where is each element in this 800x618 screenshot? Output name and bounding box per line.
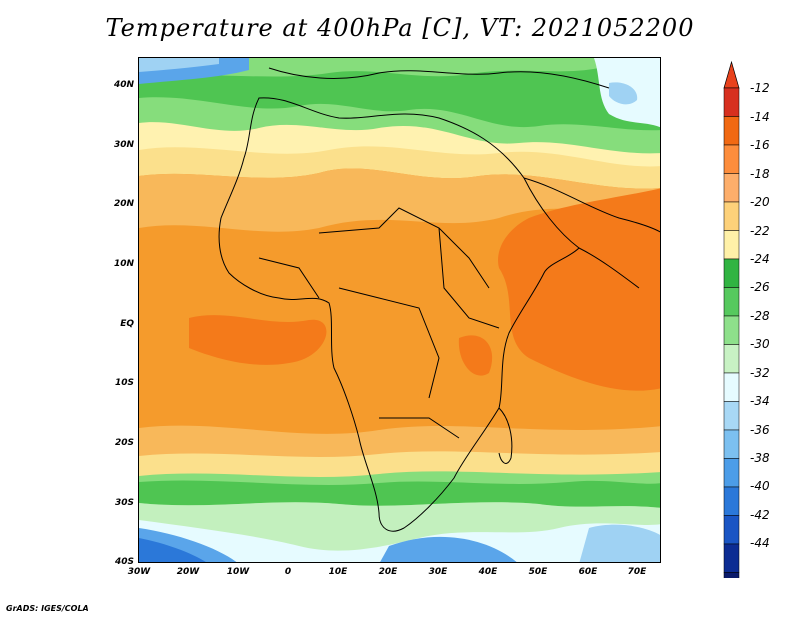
africa-coast	[218, 97, 580, 532]
lon-label: 20E	[378, 567, 398, 577]
colorbar-label: -32	[750, 366, 770, 380]
lat-label: 40S	[114, 557, 134, 567]
colorbar-swatch	[723, 315, 740, 345]
colorbar-label: -28	[750, 309, 770, 323]
field-dark-blue-southwest	[139, 538, 206, 562]
colorbar-label: -30	[750, 337, 770, 351]
lon-label: 0	[284, 567, 292, 577]
colorbar-label: -42	[750, 508, 770, 522]
colorbar-label: -18	[750, 167, 770, 181]
lat-label: EQ	[120, 319, 134, 329]
colorbar-swatch	[723, 429, 740, 459]
contour-field	[139, 58, 660, 562]
colorbar-swatch	[723, 230, 740, 260]
border-5	[258, 257, 320, 299]
colorbar-swatch	[723, 287, 740, 317]
coastlines	[218, 67, 660, 532]
arabia-coast	[523, 177, 660, 233]
border-4	[379, 417, 460, 439]
colorbar-label: -24	[750, 252, 770, 266]
border-2	[338, 287, 440, 399]
colorbar-label: -34	[750, 394, 770, 408]
europe-coast	[268, 67, 610, 89]
madagascar	[498, 407, 513, 464]
colorbar-swatch	[723, 258, 740, 288]
colorbar-label: -26	[750, 280, 770, 294]
colorbar-label: -12	[750, 81, 770, 95]
lat-label: 30N	[113, 140, 134, 150]
gulf-coast	[578, 247, 640, 289]
field-green-south	[139, 480, 660, 508]
colorbar-label: -20	[750, 195, 770, 209]
border-3	[438, 227, 500, 329]
lon-label: 60E	[578, 567, 598, 577]
field-light-blue-southeast	[579, 524, 660, 562]
field-warm-west	[189, 315, 327, 365]
colorbar-swatch	[723, 372, 740, 402]
colorbar-swatch	[723, 87, 740, 117]
colorbar-swatch	[723, 144, 740, 174]
colorbar-label: -44	[750, 536, 770, 550]
colorbar-swatch	[723, 543, 740, 573]
lat-label: 20N	[113, 199, 134, 209]
border-1	[318, 207, 490, 289]
colorbar	[723, 60, 740, 578]
lon-label: 10E	[328, 567, 348, 577]
lon-label: 30E	[428, 567, 448, 577]
colorbar-label: -40	[750, 479, 770, 493]
lat-label: 30S	[114, 498, 134, 508]
lon-label: 30W	[127, 567, 151, 577]
lon-label: 70E	[627, 567, 647, 577]
lat-label: 10S	[114, 378, 134, 388]
field-blue-south	[380, 536, 517, 562]
colorbar-swatch	[723, 515, 740, 545]
temperature-map	[138, 57, 661, 563]
field-warm-east	[498, 188, 660, 391]
field-cyan-south	[139, 520, 660, 562]
lon-label: 50E	[528, 567, 548, 577]
colorbar-label: -22	[750, 224, 770, 238]
lon-label: 10W	[226, 567, 250, 577]
lon-label: 20W	[176, 567, 200, 577]
colorbar-label: -16	[750, 138, 770, 152]
field-light-blue-northwest	[139, 58, 219, 72]
lat-label: 40N	[113, 80, 134, 90]
colorbar-label: -14	[750, 110, 770, 124]
colorbar-label: -38	[750, 451, 770, 465]
field-light-orange-north	[139, 168, 660, 232]
colorbar-swatches	[723, 60, 740, 578]
credit-text: GrADS: IGES/COLA	[6, 604, 89, 613]
colorbar-swatch	[723, 458, 740, 488]
colorbar-swatch	[723, 173, 740, 203]
colorbar-label: -36	[750, 423, 770, 437]
map-title: Temperature at 400hPa [C], VT: 202105220…	[105, 14, 695, 42]
colorbar-swatch	[723, 401, 740, 431]
colorbar-swatch	[723, 116, 740, 146]
colorbar-top-arrow	[723, 60, 740, 89]
lon-label: 40E	[478, 567, 498, 577]
colorbar-swatch	[723, 572, 740, 578]
field-light-blue-northeast	[609, 82, 638, 105]
lat-label: 10N	[113, 259, 134, 269]
field-light-green-top	[139, 58, 599, 78]
colorbar-swatch	[723, 201, 740, 231]
field-warm-central	[458, 335, 493, 376]
colorbar-swatch	[723, 486, 740, 516]
colorbar-swatch	[723, 344, 740, 374]
lat-label: 20S	[114, 438, 134, 448]
